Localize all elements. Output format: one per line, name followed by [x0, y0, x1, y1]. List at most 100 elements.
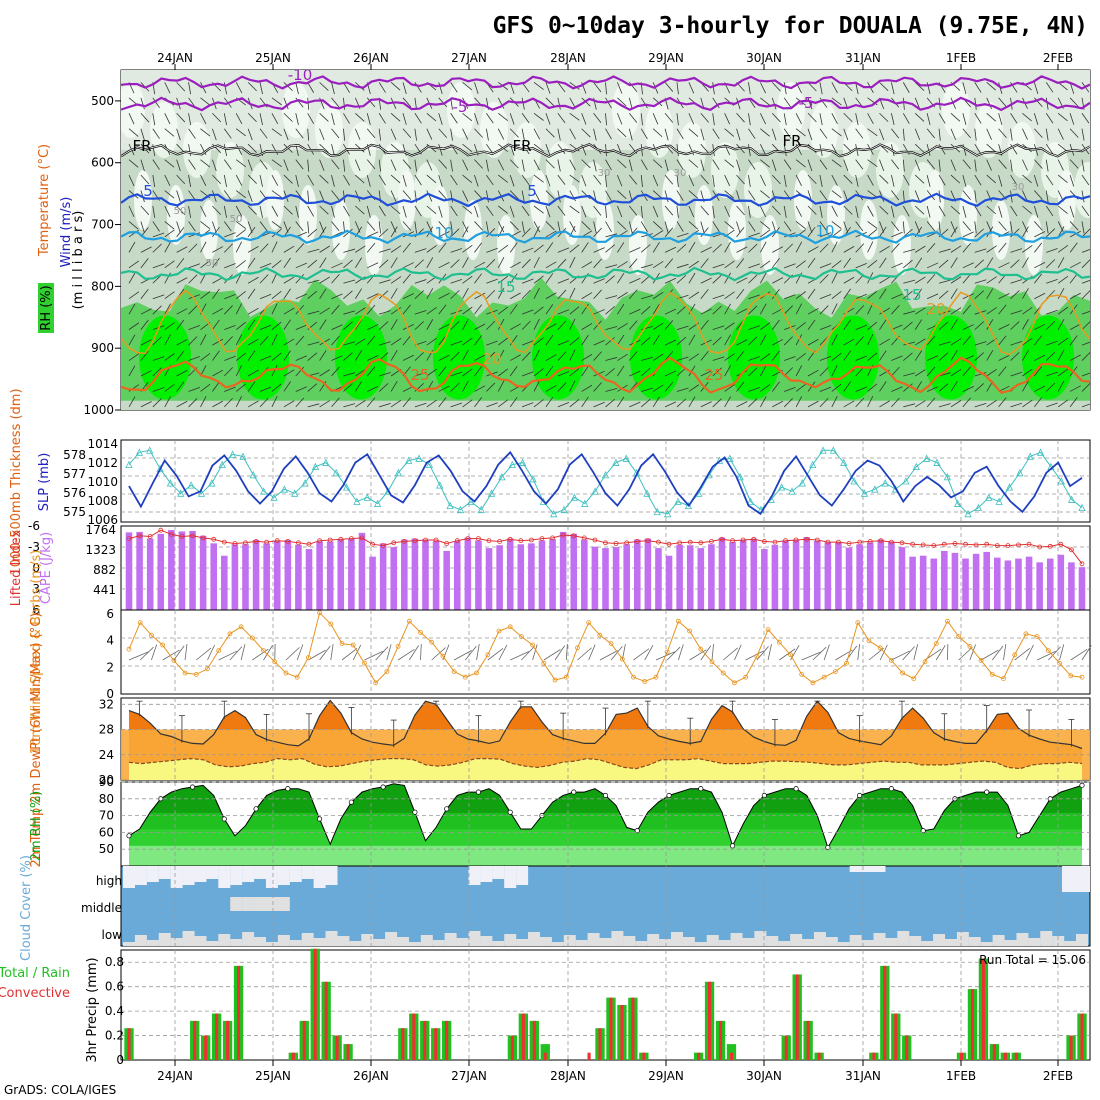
- cloud-low-clear: [742, 938, 755, 946]
- wind-barb: [962, 205, 967, 218]
- wind-barb: [879, 319, 887, 330]
- wind-barb: [450, 221, 453, 234]
- lifted-index-point: [666, 541, 672, 547]
- rh-point: [126, 833, 132, 839]
- wind-barb: [331, 82, 335, 95]
- wind-barb: [891, 324, 903, 331]
- wind-barb: [688, 190, 699, 199]
- wind-barb-10m: [397, 648, 415, 661]
- upper-ylabel-wind: Wind (m/s): [59, 197, 74, 268]
- wind-barb-10m: [1014, 647, 1030, 661]
- wind-barb: [164, 241, 171, 253]
- wind-barb: [736, 246, 748, 253]
- wind-barb: [390, 245, 402, 253]
- wind-barb: [962, 397, 971, 408]
- wind-barb: [224, 243, 233, 253]
- wind-barb: [1022, 288, 1029, 299]
- temp-tick: 32: [99, 697, 114, 711]
- wind-barb: [283, 276, 295, 284]
- wind-barb: [998, 97, 1007, 108]
- wind-barb: [235, 174, 243, 186]
- wind-barb: [605, 221, 612, 233]
- thickness-point: [622, 454, 630, 462]
- wind-barb: [855, 293, 867, 300]
- lifted-index-point: [486, 538, 492, 544]
- wind-barb: [533, 244, 544, 253]
- wind-barb: [593, 205, 602, 216]
- wind-barb: [426, 245, 437, 253]
- wind-barb: [533, 368, 544, 377]
- wind-barb: [486, 247, 498, 253]
- wind-barb: [914, 257, 923, 269]
- wind-barb: [426, 174, 437, 184]
- cape-bar: [824, 542, 832, 610]
- wind-barb: [343, 290, 353, 300]
- wind-barb: [998, 159, 1007, 169]
- wind-barb: [903, 403, 916, 408]
- wind-barb: [426, 337, 437, 346]
- wind-barb: [402, 304, 411, 315]
- date-label-top: 27JAN: [451, 51, 487, 65]
- wind-barb: [486, 228, 496, 238]
- wind-speed-point: [889, 658, 894, 663]
- wind-barb: [724, 260, 735, 269]
- wind-barb: [271, 259, 282, 269]
- wind-barb: [176, 277, 188, 284]
- rh-point: [507, 809, 513, 815]
- pressure-tick-label: 500: [91, 94, 114, 108]
- wind-barb: [676, 221, 684, 232]
- wind-barb: [938, 259, 949, 269]
- cloud-high-clear: [254, 866, 267, 879]
- wind-barb: [331, 293, 343, 300]
- precip-conv-bar: [1080, 1013, 1084, 1060]
- wind-barb: [902, 221, 905, 234]
- wind-barb: [915, 369, 926, 377]
- rh-light-patch: [282, 82, 310, 138]
- wind-barb-10m: [487, 648, 504, 661]
- wind-barb: [652, 128, 663, 138]
- wind-barb: [867, 259, 878, 269]
- wind-barb: [700, 258, 709, 269]
- wind-barb: [724, 365, 731, 377]
- wind-barb: [891, 159, 900, 170]
- wind-barb: [545, 113, 551, 125]
- wind-barb: [509, 304, 518, 315]
- wind-barb: [891, 366, 900, 377]
- wind-barb: [426, 221, 433, 233]
- wind-barb: [760, 303, 767, 315]
- wind-barb: [581, 292, 593, 300]
- wind-speed-point: [474, 670, 479, 676]
- cape-bar: [305, 549, 313, 610]
- lifted-index-point: [994, 543, 1000, 548]
- temperature-contour: [121, 96, 1090, 112]
- wind-barb: [1057, 349, 1065, 361]
- wind-speed-point: [541, 660, 547, 666]
- wind-barb: [712, 336, 722, 346]
- wind-barb: [664, 401, 677, 408]
- wind-barb: [986, 159, 992, 171]
- wind-barb: [664, 277, 677, 284]
- wind-tick: 2: [106, 660, 114, 674]
- wind-barb: [283, 245, 295, 253]
- wind-barb-10m: [722, 647, 738, 661]
- wind-barb: [831, 174, 838, 186]
- wind-barb: [593, 351, 602, 361]
- wind-barb: [760, 229, 771, 238]
- wind-barb: [331, 221, 340, 232]
- wind-speed-point: [149, 632, 154, 638]
- wind-barb: [307, 190, 310, 203]
- precip-conv-bar: [346, 1044, 350, 1060]
- wind-barb: [462, 368, 473, 377]
- wind-barb: [474, 221, 483, 231]
- wind-barb: [784, 356, 796, 361]
- wind-barb: [378, 82, 386, 93]
- wind-speed-point: [317, 610, 323, 616]
- wind-barb: [188, 325, 200, 331]
- wind-barb: [164, 174, 171, 187]
- wind-barb: [521, 371, 534, 377]
- wind-barb: [223, 82, 227, 95]
- wind-barb: [1045, 221, 1049, 234]
- rh-light-patch: [266, 170, 284, 230]
- wind-barb: [247, 369, 259, 377]
- wind-barb: [212, 350, 220, 361]
